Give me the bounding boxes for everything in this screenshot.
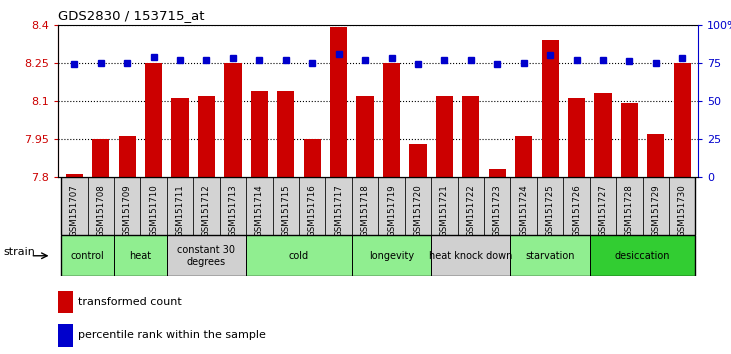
Bar — [145, 63, 162, 177]
Bar — [621, 103, 638, 177]
Bar — [616, 177, 643, 235]
Bar — [330, 27, 347, 177]
Bar — [220, 177, 246, 235]
Bar — [484, 177, 510, 235]
Text: heat knock down: heat knock down — [429, 251, 512, 261]
Text: GSM151722: GSM151722 — [466, 184, 475, 237]
Bar — [114, 177, 140, 235]
Text: GSM151712: GSM151712 — [202, 184, 211, 237]
Bar — [357, 96, 374, 177]
Text: strain: strain — [3, 247, 35, 257]
Text: desiccation: desiccation — [615, 251, 670, 261]
Text: GSM151724: GSM151724 — [519, 184, 529, 237]
Bar — [246, 177, 273, 235]
Bar — [88, 177, 114, 235]
Bar — [325, 177, 352, 235]
Bar — [299, 177, 325, 235]
Bar — [383, 63, 400, 177]
Text: constant 30
degrees: constant 30 degrees — [178, 245, 235, 267]
Text: GSM151729: GSM151729 — [651, 184, 660, 236]
Bar — [537, 177, 564, 235]
Bar — [431, 177, 458, 235]
Bar — [431, 235, 510, 276]
Bar — [462, 96, 480, 177]
Text: GSM151711: GSM151711 — [175, 184, 184, 237]
Bar — [594, 93, 612, 177]
Bar — [405, 177, 431, 235]
Bar — [198, 96, 215, 177]
Text: GSM151713: GSM151713 — [228, 184, 238, 237]
Text: percentile rank within the sample: percentile rank within the sample — [77, 330, 265, 341]
Bar — [510, 177, 537, 235]
Text: control: control — [71, 251, 105, 261]
Text: GSM151726: GSM151726 — [572, 184, 581, 237]
Bar — [458, 177, 484, 235]
Bar — [61, 177, 88, 235]
Bar — [277, 91, 295, 177]
Text: GSM151717: GSM151717 — [334, 184, 343, 237]
Bar — [669, 177, 695, 235]
Bar — [303, 139, 321, 177]
Text: longevity: longevity — [369, 251, 414, 261]
Bar — [647, 134, 664, 177]
Text: GSM151709: GSM151709 — [123, 184, 132, 236]
Bar — [564, 177, 590, 235]
Bar — [118, 136, 136, 177]
Text: starvation: starvation — [526, 251, 575, 261]
Bar — [251, 91, 268, 177]
Bar — [674, 63, 691, 177]
Bar — [436, 96, 453, 177]
Text: GSM151707: GSM151707 — [70, 184, 79, 237]
Bar — [224, 63, 241, 177]
Bar — [568, 98, 585, 177]
Bar — [488, 169, 506, 177]
Text: GSM151715: GSM151715 — [281, 184, 290, 237]
Bar — [643, 177, 669, 235]
Bar — [542, 40, 558, 177]
Bar — [172, 98, 189, 177]
Text: GSM151714: GSM151714 — [255, 184, 264, 237]
Text: GSM151716: GSM151716 — [308, 184, 317, 237]
Text: GSM151708: GSM151708 — [96, 184, 105, 237]
Text: GSM151725: GSM151725 — [545, 184, 555, 237]
Bar — [590, 235, 695, 276]
Bar — [66, 175, 83, 177]
Text: GSM151720: GSM151720 — [414, 184, 423, 237]
Bar — [167, 177, 193, 235]
Bar — [409, 144, 426, 177]
Text: GSM151730: GSM151730 — [678, 184, 686, 237]
Bar — [352, 235, 431, 276]
Bar — [58, 324, 72, 347]
Text: GSM151723: GSM151723 — [493, 184, 501, 237]
Text: GSM151718: GSM151718 — [360, 184, 370, 237]
Bar — [515, 136, 532, 177]
Bar — [193, 177, 220, 235]
Text: heat: heat — [129, 251, 151, 261]
Text: cold: cold — [289, 251, 309, 261]
Bar — [352, 177, 378, 235]
Bar — [510, 235, 590, 276]
Text: GDS2830 / 153715_at: GDS2830 / 153715_at — [58, 9, 205, 22]
Bar — [167, 235, 246, 276]
Bar — [379, 177, 405, 235]
Text: GSM151719: GSM151719 — [387, 184, 396, 236]
Text: GSM151721: GSM151721 — [440, 184, 449, 237]
Bar — [92, 139, 110, 177]
Bar — [114, 235, 167, 276]
Text: GSM151728: GSM151728 — [625, 184, 634, 237]
Text: GSM151727: GSM151727 — [599, 184, 607, 237]
Bar — [140, 177, 167, 235]
Bar — [61, 235, 114, 276]
Bar — [273, 177, 299, 235]
Bar — [58, 291, 72, 313]
Text: transformed count: transformed count — [77, 297, 181, 307]
Bar — [590, 177, 616, 235]
Text: GSM151710: GSM151710 — [149, 184, 158, 237]
Bar — [246, 235, 352, 276]
